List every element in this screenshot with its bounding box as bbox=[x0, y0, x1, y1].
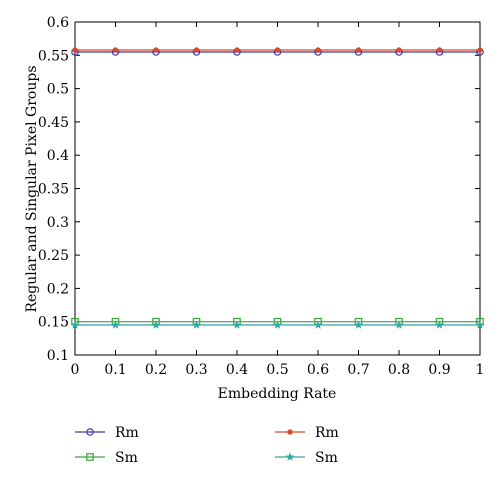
data-point bbox=[274, 47, 281, 53]
x-tick-label: 0.3 bbox=[185, 362, 207, 378]
y-tick-label: 0.6 bbox=[47, 15, 69, 31]
y-tick-label: 0.35 bbox=[38, 182, 69, 198]
legend-marker bbox=[86, 453, 94, 461]
data-point bbox=[475, 320, 485, 329]
data-point bbox=[396, 47, 402, 53]
legend-entry: Sm bbox=[75, 450, 138, 466]
y-tick-label: 0.5 bbox=[47, 82, 69, 98]
data-point bbox=[354, 320, 363, 329]
data-point bbox=[313, 320, 323, 329]
y-tick-label: 0.2 bbox=[47, 281, 69, 297]
y-tick-label: 0.4 bbox=[47, 148, 69, 164]
series-3 bbox=[70, 320, 485, 329]
x-tick-label: 0.4 bbox=[226, 362, 248, 378]
legend-entry: Sm bbox=[275, 450, 338, 466]
legend: Rm Sm Rm Sm bbox=[75, 425, 339, 466]
data-point bbox=[70, 320, 80, 329]
y-tick-label: 0.1 bbox=[47, 348, 69, 364]
data-point bbox=[151, 320, 161, 329]
data-point bbox=[111, 320, 120, 329]
y-axis-label: Regular and Singular Pixel Groups bbox=[24, 65, 40, 312]
legend-entry: Rm bbox=[275, 425, 339, 441]
data-point bbox=[72, 47, 78, 53]
plot-area: 0 0.1 0.2 0.3 0.4 0.5 0.6 0.7 0.8 0.9 10.10.150.20… bbox=[38, 15, 485, 378]
y-tick-label: 0.45 bbox=[38, 115, 69, 131]
data-point bbox=[234, 47, 240, 53]
data-point bbox=[153, 47, 159, 53]
x-axis-label: Embedding Rate bbox=[218, 386, 337, 402]
y-tick-label: 0.3 bbox=[47, 215, 69, 231]
data-point bbox=[315, 47, 321, 53]
series-1 bbox=[72, 47, 483, 53]
legend-marker bbox=[285, 452, 295, 461]
x-tick-label: 0.1 bbox=[104, 362, 126, 378]
data-point bbox=[394, 320, 404, 329]
x-tick-label: 0.7 bbox=[347, 362, 369, 378]
data-point bbox=[232, 320, 242, 329]
data-point bbox=[192, 320, 201, 329]
x-tick-label: 1 bbox=[476, 362, 485, 378]
data-point bbox=[436, 47, 443, 53]
y-tick-label: 0.55 bbox=[38, 48, 69, 64]
y-tick-label: 0.15 bbox=[38, 315, 69, 331]
plot-frame bbox=[74, 21, 481, 356]
data-point bbox=[193, 47, 200, 53]
legend-label: Sm bbox=[115, 450, 138, 466]
x-tick-label: 0.5 bbox=[266, 362, 288, 378]
x-tick-label: 0.9 bbox=[428, 362, 450, 378]
data-point bbox=[112, 47, 119, 53]
x-tick-label: 0.8 bbox=[388, 362, 410, 378]
data-point bbox=[355, 47, 362, 53]
data-point bbox=[273, 320, 282, 329]
y-tick-label: 0.25 bbox=[38, 248, 69, 264]
x-tick-label: 0.6 bbox=[307, 362, 329, 378]
data-point bbox=[477, 47, 483, 53]
legend-label: Rm bbox=[115, 425, 139, 441]
legend-label: Sm bbox=[315, 450, 338, 466]
legend-entry: Rm bbox=[75, 425, 139, 441]
legend-marker bbox=[287, 429, 293, 435]
legend-marker bbox=[86, 428, 94, 436]
data-point bbox=[435, 320, 444, 329]
legend-label: Rm bbox=[315, 425, 339, 441]
x-tick-label: 0 bbox=[71, 362, 80, 378]
x-tick-label: 0.2 bbox=[145, 362, 167, 378]
